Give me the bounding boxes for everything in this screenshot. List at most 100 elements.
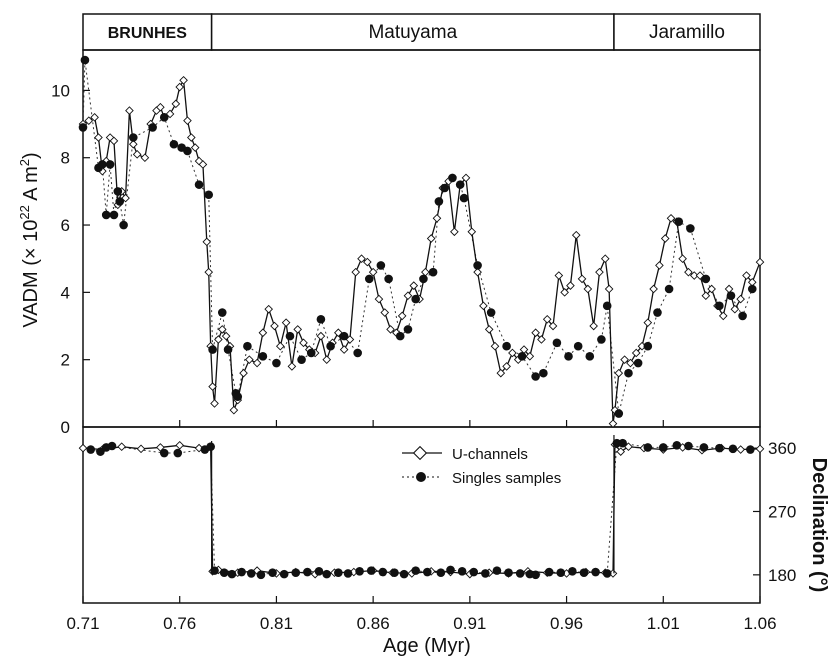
declination-singles-point-38 [531, 570, 540, 580]
declination-singles-point-36 [515, 569, 525, 578]
declination-singles-point-47 [643, 443, 653, 452]
declination-u-channel-point-30 [608, 569, 618, 578]
vadm-u-channel-point-56 [339, 345, 349, 354]
declination-singles-point-44 [602, 569, 612, 578]
declination-singles-point-21 [343, 569, 353, 578]
vadm-singles-point-38 [411, 294, 420, 304]
vadm-u-channel-point-35 [221, 331, 231, 341]
vadm-u-channel-point-126 [736, 294, 745, 304]
vadm-u-channel-point-103 [608, 419, 618, 428]
vadm-u-channel-point-49 [299, 338, 308, 348]
vadm-singles-point-42 [440, 183, 450, 193]
declination-singles-point-26 [399, 569, 409, 579]
declination-singles-point-33 [481, 569, 490, 578]
vadm-singles-point-51 [539, 368, 548, 378]
vadm-singles-point-56 [597, 335, 606, 344]
declination-singles-point-32 [469, 567, 479, 577]
vadm-u-channel-point-34 [217, 325, 227, 334]
vadm-u-channel-point-58 [351, 267, 361, 277]
chron-label-2: Jaramillo [649, 22, 725, 43]
x-tick-label-0: 0.71 [66, 614, 99, 633]
vadm-u-channel-point-3 [94, 133, 103, 142]
top-y-axis-title: VADM (× 1022 A m2) [17, 152, 42, 327]
vadm-singles-point-32 [353, 348, 362, 358]
vadm-u-channel-point-92 [548, 321, 558, 331]
vadm-u-channel-point-89 [531, 328, 540, 338]
vadm-singles-point-5 [105, 160, 115, 169]
vadm-u-channel-point-72 [432, 213, 442, 223]
vadm-u-channel-point-25 [190, 143, 200, 152]
vadm-u-channel-point-37 [229, 405, 239, 415]
vadm-singles-point-35 [384, 274, 393, 284]
vadm-singles-point-23 [243, 341, 252, 351]
x-tick-label-4: 0.91 [453, 614, 486, 633]
top-y-tick-label-1: 2 [61, 351, 70, 370]
vadm-u-channel-point-94 [560, 288, 569, 297]
vadm-u-channel-point-7 [109, 136, 119, 146]
vadm-u-channel-point-62 [374, 294, 384, 304]
vadm-u-channel-point-100 [595, 267, 604, 277]
vadm-u-channel-point-114 [666, 213, 676, 223]
vadm-u-channel-point-14 [140, 153, 150, 163]
vadm-u-channel-point-12 [128, 139, 138, 149]
bottom-y-tick-label-1: 270 [768, 502, 796, 521]
vadm-u-channel-point-99 [589, 321, 598, 331]
declination-singles-point-23 [366, 566, 376, 575]
vadm-singles-point-66 [701, 274, 711, 284]
declination-u-channels-line [82, 442, 761, 575]
declination-singles-point-4 [159, 448, 169, 458]
declination-singles-point-34 [492, 566, 502, 575]
vadm-singles-point-22 [233, 392, 243, 402]
declination-u-channel-point-32 [616, 447, 626, 456]
vadm-u-channel-point-66 [397, 311, 407, 321]
declination-u-channel-point-5 [175, 440, 185, 450]
vadm-singles-point-39 [419, 274, 428, 284]
vadm-singles-point-62 [653, 308, 662, 317]
vadm-u-channel-point-95 [566, 281, 575, 290]
vadm-singles-point-59 [624, 368, 633, 378]
vadm-u-channel-point-27 [198, 160, 208, 169]
vadm-singles-point-12 [159, 113, 169, 122]
declination-singles-point-42 [579, 568, 589, 578]
vadm-u-channel-point-97 [577, 274, 587, 284]
bottom-y-axis-title: Declination (°) [808, 458, 830, 593]
vadm-singles-point-41 [434, 197, 444, 206]
vadm-singles-line [82, 60, 753, 414]
declination-singles-point-3 [107, 441, 117, 451]
declination-u-channel-point-2 [117, 442, 126, 452]
vadm-u-channel-point-118 [689, 271, 699, 280]
declination-u-channel-point-3 [136, 444, 146, 454]
vadm-singles-point-53 [564, 352, 573, 361]
vadm-u-channel-point-106 [620, 355, 629, 364]
vadm-u-channel-point-116 [678, 254, 687, 264]
vadm-singles-point-49 [517, 352, 527, 361]
declination-singles-point-13 [256, 570, 266, 580]
vadm-u-channel-point-52 [316, 331, 326, 341]
vadm-u-channel-point-33 [214, 335, 223, 344]
vadm-singles-point-16 [194, 180, 204, 189]
vadm-singles-point-43 [448, 173, 457, 183]
declination-u-channel-point-40 [755, 444, 765, 454]
declination-singles-point-27 [411, 566, 420, 575]
vadm-u-channel-point-70 [421, 267, 430, 277]
declination-singles-point-11 [237, 567, 246, 577]
vadm-u-channel-point-32 [210, 399, 219, 408]
vadm-u-channel-point-39 [239, 368, 248, 378]
vadm-singles-point-60 [633, 358, 643, 368]
declination-singles-point-31 [457, 567, 467, 576]
declination-singles-point-29 [436, 568, 446, 578]
chron-box-0 [82, 13, 213, 51]
vadm-singles-point-25 [272, 358, 281, 368]
vadm-singles-point-30 [326, 341, 335, 351]
top-y-tick-label-4: 8 [61, 149, 70, 168]
vadm-u-channel-point-83 [496, 368, 506, 378]
declination-singles-point-43 [591, 567, 600, 577]
declination-u-channel-point-4 [156, 443, 165, 452]
vadm-u-channel-point-117 [684, 267, 693, 277]
top-panel-frame [82, 49, 761, 428]
declination-singles-point-49 [672, 441, 682, 450]
vadm-singles-point-44 [455, 180, 465, 189]
vadm-singles-point-65 [686, 224, 695, 233]
vadm-singles-point-69 [738, 311, 747, 321]
legend: U-channels Singles samples [402, 445, 561, 487]
